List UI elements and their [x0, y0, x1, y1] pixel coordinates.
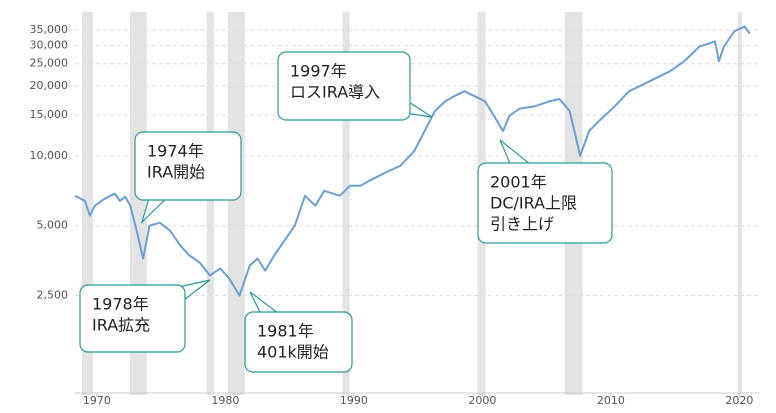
callout-box	[477, 162, 613, 244]
callout-text: 引き上げ	[490, 215, 554, 234]
x-tick-label: 1970	[83, 394, 111, 407]
y-tick-label: 10,000	[30, 149, 69, 162]
y-tick-label: 5,000	[37, 219, 69, 232]
callout-text: IRA開始	[147, 163, 205, 182]
recession-band	[227, 12, 245, 395]
callout-text: 2001年	[490, 173, 547, 192]
callout-box	[277, 51, 411, 121]
x-tick-label: 2000	[468, 394, 496, 407]
callout-box	[134, 131, 242, 201]
callout-text: 401k開始	[257, 343, 329, 362]
callout-text: DC/IRA上限	[490, 194, 577, 213]
recession-band	[342, 12, 350, 395]
data-line	[74, 25, 751, 297]
callout: 1974年 IRA開始	[134, 131, 242, 225]
callout-text: ロスIRA導入	[290, 83, 380, 102]
x-tick-label: 2010	[597, 394, 625, 407]
y-tick-label: 2,500	[37, 288, 69, 301]
callout-text: 1997年	[290, 62, 347, 81]
callout-text: 1974年	[147, 142, 204, 161]
y-tick-label: 20,000	[30, 79, 69, 92]
y-tick-label: 35,000	[30, 23, 69, 36]
y-tick-label: 25,000	[30, 57, 69, 70]
callout: 1978年 IRA拡充	[79, 279, 211, 353]
callout-box	[244, 311, 353, 373]
callout: 1981年 401k開始	[244, 291, 353, 373]
y-tick-label: 15,000	[30, 108, 69, 121]
x-tick-label: 1990	[340, 394, 368, 407]
recession-band	[737, 12, 742, 395]
x-tick-label: 1980	[211, 394, 239, 407]
y-tick-label: 30,000	[30, 38, 69, 51]
callout-box	[79, 284, 186, 353]
x-tick-label: 2020	[725, 394, 753, 407]
callout-text: 1981年	[257, 322, 314, 341]
recession-band	[206, 12, 214, 395]
callout-text: 1978年	[92, 295, 149, 314]
callout-text: IRA拡充	[92, 316, 150, 335]
recession-band	[81, 12, 93, 395]
